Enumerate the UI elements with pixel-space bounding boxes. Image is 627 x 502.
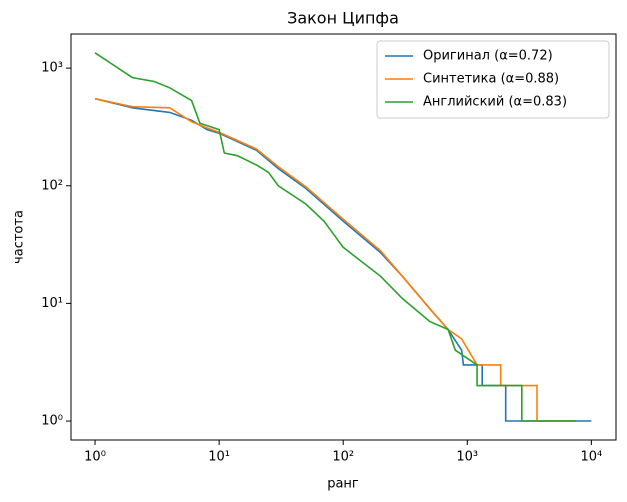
- series-line: [94, 97, 576, 422]
- x-tick-label: 10³: [456, 450, 478, 465]
- legend-label: Английский (α=0.83): [423, 95, 567, 110]
- series-line: [94, 52, 576, 422]
- y-tick-label: 10³: [41, 61, 63, 76]
- y-tick-label: 10⁰: [41, 414, 63, 429]
- legend-label: Оригинал (α=0.72): [423, 49, 553, 64]
- y-tick-label: 10¹: [41, 296, 63, 311]
- legend-box: [376, 40, 610, 119]
- x-tick-label: 10²: [332, 450, 354, 465]
- x-tick-label: 10⁰: [84, 450, 106, 465]
- y-tick-label: 10²: [41, 178, 63, 193]
- x-axis-label: ранг: [327, 477, 359, 492]
- series-line: [94, 97, 592, 422]
- x-tick-label: 10⁴: [580, 450, 602, 465]
- y-axis-label: частота: [12, 210, 27, 264]
- chart-title: Закон Ципфа: [287, 9, 399, 28]
- x-tick-label: 10¹: [208, 450, 230, 465]
- legend-label: Синтетика (α=0.88): [423, 72, 559, 87]
